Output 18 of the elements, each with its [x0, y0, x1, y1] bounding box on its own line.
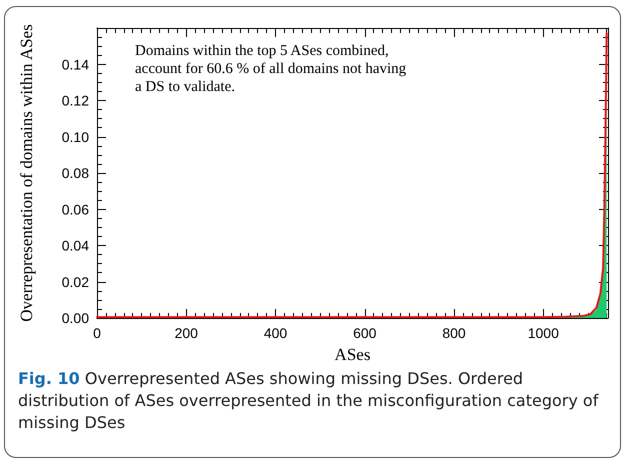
x-tick-label: 200	[174, 325, 198, 341]
y-tick-label: 0.02	[62, 274, 90, 290]
y-tick-label: 0.08	[62, 165, 90, 181]
annotation: Domains within the top 5 ASes combined, account for 60.6 % of all domains not having a DS to validate.	[135, 43, 407, 95]
x-tick-label: 600	[353, 325, 377, 341]
x-tick-label: 800	[442, 325, 466, 341]
x-tick-label: 0	[93, 325, 102, 341]
y-tick-label: 0.14	[62, 56, 90, 72]
y-axis-title: Overrepresentation of domains within ASes	[17, 24, 36, 322]
x-tick-label: 400	[264, 325, 288, 341]
caption: Fig. 10	[18, 369, 80, 388]
y-tick-label: 0.04	[62, 238, 90, 254]
y-tick-label: 0.06	[62, 201, 90, 218]
y-tick-label: 0.12	[62, 92, 90, 108]
y-tick-label: 0.10	[62, 128, 90, 145]
x-tick-label: 1000	[528, 325, 560, 341]
x-axis-title: ASes	[334, 345, 370, 364]
y-tick-label: 0.00	[62, 310, 90, 326]
